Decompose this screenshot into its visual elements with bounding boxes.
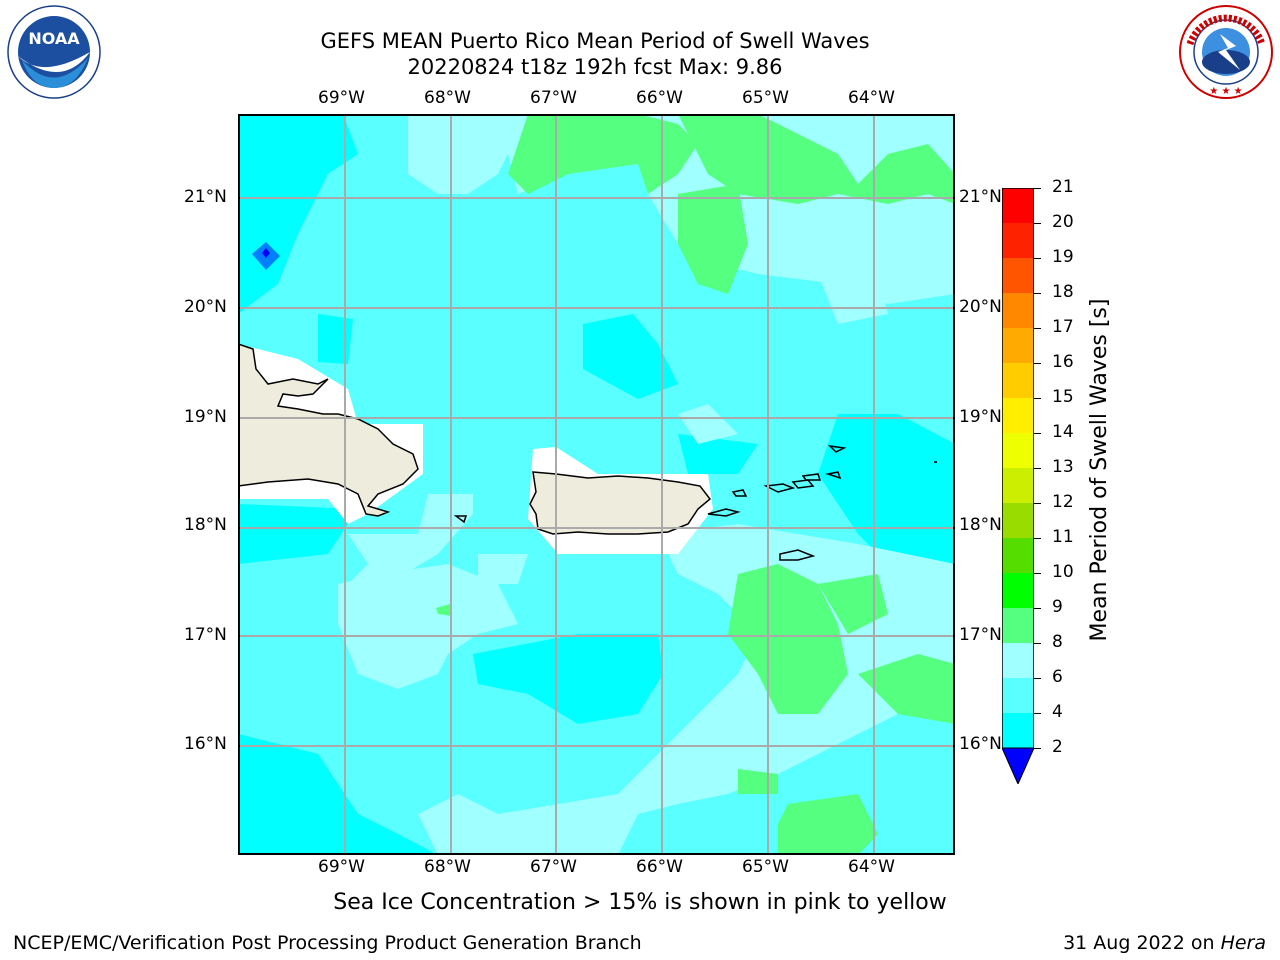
colorbar-tick-label: 15 <box>1052 387 1074 407</box>
colorbar-tick-label: 10 <box>1052 562 1074 582</box>
colorbar-tick-label: 14 <box>1052 422 1074 442</box>
graticule <box>238 114 955 855</box>
colorbar-tick-mark <box>1034 678 1041 679</box>
colorbar-tick-label: 13 <box>1052 457 1074 477</box>
colorbar-segment <box>1002 363 1034 398</box>
colorbar-tick-labels: 21 20 19 18 17 16 15 14 13 12 11 10 9 8 6 4 2 <box>1034 0 1092 960</box>
colorbar-segment <box>1002 468 1034 503</box>
map-frame <box>238 114 955 855</box>
colorbar-tick-mark <box>1034 258 1041 259</box>
colorbar-segment <box>1002 608 1034 643</box>
colorbar-tick-mark <box>1034 398 1041 399</box>
lat-label-right: 21°N <box>959 187 1002 207</box>
lon-label-top: 68°W <box>424 88 471 108</box>
lon-label-top: 69°W <box>318 88 365 108</box>
colorbar-segment <box>1002 573 1034 608</box>
colorbar-segment <box>1002 188 1034 223</box>
lon-label-bottom: 68°W <box>424 857 471 877</box>
noaa-logo-text: NOAA <box>28 29 80 48</box>
colorbar-tick-label: 11 <box>1052 527 1074 547</box>
hispaniola-island <box>238 343 419 517</box>
lon-label-top: 66°W <box>636 88 683 108</box>
lat-label-left: 20°N <box>184 297 227 317</box>
colorbar-tick-label: 6 <box>1052 667 1063 687</box>
colorbar-tick-label: 2 <box>1052 737 1063 757</box>
colorbar-tick-mark <box>1034 643 1041 644</box>
colorbar-tick-label: 4 <box>1052 702 1063 722</box>
colorbar-tick-mark <box>1034 433 1041 434</box>
colorbar-segment <box>1002 398 1034 433</box>
lon-label-top: 67°W <box>530 88 577 108</box>
colorbar-tick-mark <box>1034 223 1041 224</box>
lon-label-bottom: 67°W <box>530 857 577 877</box>
colorbar-graphic <box>1001 187 1035 786</box>
lat-label-right: 19°N <box>959 407 1002 427</box>
colorbar-tick-label: 9 <box>1052 597 1063 617</box>
period-below-2-spot <box>262 248 270 258</box>
colorbar-extend-triangle <box>1001 747 1035 786</box>
colorbar-tick-mark <box>1034 748 1041 749</box>
colorbar-tick-label: 17 <box>1052 317 1074 337</box>
colorbar-segment <box>1002 433 1034 468</box>
swell-period-map <box>238 114 955 855</box>
colorbar-tick-mark <box>1034 573 1041 574</box>
colorbar-tick-label: 20 <box>1052 212 1074 232</box>
colorbar-tick-mark <box>1034 503 1041 504</box>
lon-label-top: 65°W <box>742 88 789 108</box>
lat-label-left: 21°N <box>184 187 227 207</box>
footer-org: NCEP/EMC/Verification Post Processing Pr… <box>13 932 642 954</box>
sea-ice-note: Sea Ice Concentration > 15% is shown in … <box>333 890 947 915</box>
nws-logo: ★ ★ ★ <box>1176 4 1276 100</box>
noaa-logo: NOAA <box>2 4 106 100</box>
colorbar-segment <box>1002 643 1034 678</box>
colorbar-segment <box>1002 223 1034 258</box>
colorbar-tick-mark <box>1034 713 1041 714</box>
colorbar <box>1001 187 1035 786</box>
colorbar-tick-mark <box>1034 363 1041 364</box>
chart-title-line2: 20220824 t18z 192h fcst Max: 9.86 <box>407 55 783 79</box>
lat-label-left: 17°N <box>184 625 227 645</box>
lat-label-right: 20°N <box>959 297 1002 317</box>
lat-label-right: 18°N <box>959 515 1002 535</box>
footer-date-text: 31 Aug 2022 on <box>1063 932 1221 954</box>
colorbar-segment <box>1002 293 1034 328</box>
colorbar-tick-mark <box>1034 328 1041 329</box>
lat-label-left: 18°N <box>184 515 227 535</box>
colorbar-label: Mean Period of Swell Waves [s] <box>1087 298 1112 642</box>
colorbar-tick-label: 18 <box>1052 282 1074 302</box>
lat-label-right: 17°N <box>959 625 1002 645</box>
colorbar-tick-mark <box>1034 608 1041 609</box>
lat-label-right: 16°N <box>959 734 1002 754</box>
lat-label-left: 19°N <box>184 407 227 427</box>
footer-host: Hera <box>1220 932 1266 954</box>
colorbar-segment <box>1002 328 1034 363</box>
colorbar-segment <box>1002 538 1034 573</box>
colorbar-tick-label: 19 <box>1052 247 1074 267</box>
colorbar-segment <box>1002 678 1034 713</box>
period-9-10-regions <box>436 114 955 855</box>
colorbar-segment <box>1002 503 1034 538</box>
colorbar-tick-mark <box>1034 468 1041 469</box>
lon-label-bottom: 64°W <box>848 857 895 877</box>
colorbar-tick-label: 21 <box>1052 177 1074 197</box>
chart-title-line1: GEFS MEAN Puerto Rico Mean Period of Swe… <box>320 29 870 53</box>
footer-date: 31 Aug 2022 on Hera <box>1063 932 1266 954</box>
colorbar-tick-mark <box>1034 538 1041 539</box>
colorbar-segment <box>1002 258 1034 293</box>
colorbar-segment <box>1002 713 1034 748</box>
lon-label-bottom: 69°W <box>318 857 365 877</box>
lon-label-bottom: 66°W <box>636 857 683 877</box>
lon-label-bottom: 65°W <box>742 857 789 877</box>
colorbar-tick-label: 16 <box>1052 352 1074 372</box>
colorbar-tick-label: 8 <box>1052 632 1063 652</box>
colorbar-tick-mark <box>1034 293 1041 294</box>
colorbar-tick-mark <box>1034 188 1041 189</box>
lat-label-left: 16°N <box>184 734 227 754</box>
small-islands <box>453 444 937 561</box>
lon-label-top: 64°W <box>848 88 895 108</box>
svg-text:★ ★ ★: ★ ★ ★ <box>1209 86 1242 97</box>
colorbar-tick-label: 12 <box>1052 492 1074 512</box>
